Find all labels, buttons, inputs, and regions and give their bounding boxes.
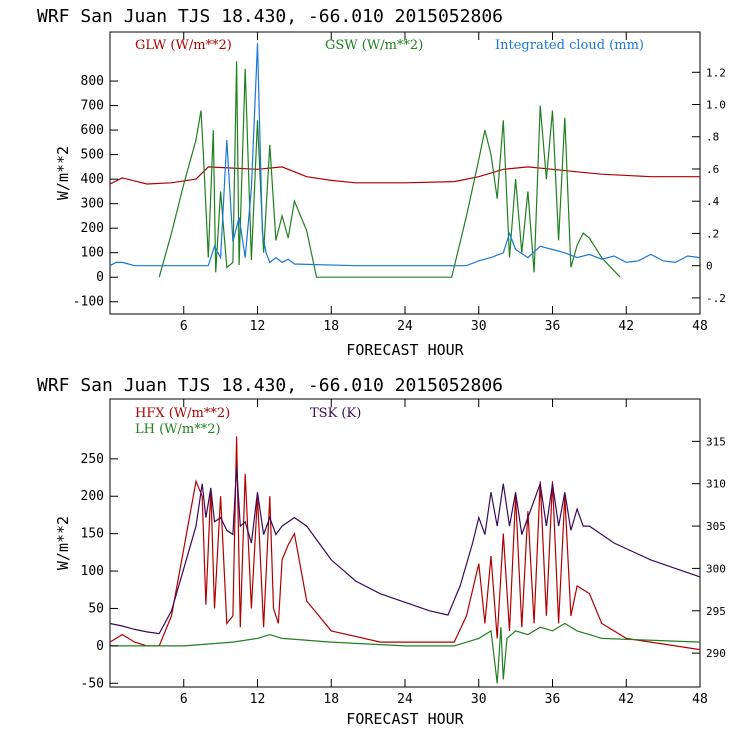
series-group <box>109 436 701 684</box>
y-axis-label: W/m**2 <box>54 146 72 200</box>
y2-tick-label: 290 <box>706 647 726 660</box>
x-tick-label: 42 <box>618 319 634 334</box>
y-tick-label: 200 <box>81 489 104 504</box>
x-tick-label: 48 <box>692 319 708 334</box>
x-axis-label: FORECAST HOUR <box>346 341 464 359</box>
y-tick-label: 400 <box>81 172 104 187</box>
series-group <box>109 43 701 278</box>
y-tick-label: 700 <box>81 99 104 114</box>
y2-tick-label: .4 <box>706 195 720 208</box>
y-tick-label: 800 <box>81 74 104 89</box>
x-axis-ticks: 6 12 18 24 30 36 42 48 <box>180 399 708 707</box>
y2-tick-label: .8 <box>706 131 719 144</box>
y2-tick-label: 295 <box>706 605 726 618</box>
legend-cloud: Integrated cloud (mm) <box>495 38 644 53</box>
y-axis-ticks: -50 0 50 100 150 200 250 <box>81 452 118 691</box>
y2-tick-label: 300 <box>706 562 726 575</box>
series-line-1 <box>109 166 700 185</box>
x-tick-label: 6 <box>180 692 188 707</box>
y-tick-label: 500 <box>81 148 104 163</box>
y2-tick-label: 315 <box>706 435 726 448</box>
legend-lh: LH (W/m**2) <box>135 422 221 437</box>
y2-tick-label: .6 <box>706 163 719 176</box>
x-tick-label: 18 <box>323 319 339 334</box>
legend-glw: GLW (W/m**2) <box>135 38 232 53</box>
y2-axis-ticks: 290 295 300 305 310 315 <box>692 435 726 660</box>
y-tick-label: 600 <box>81 123 104 138</box>
y-tick-label: -100 <box>73 295 104 310</box>
y-tick-label: 100 <box>81 564 104 579</box>
plot-frame <box>109 398 701 688</box>
series-line-3 <box>109 43 701 267</box>
y-tick-label: 150 <box>81 527 104 542</box>
y2-tick-label: 305 <box>706 520 726 533</box>
chart-title: WRF San Juan TJS 18.430, -66.010 2015052… <box>37 375 503 396</box>
y-axis-label: W/m**2 <box>54 516 72 570</box>
x-tick-label: 42 <box>618 692 634 707</box>
y-tick-label: 200 <box>81 221 104 236</box>
series-line-3 <box>109 466 701 635</box>
series-line-2 <box>110 622 701 684</box>
x-axis-ticks: 6 12 18 24 30 36 42 48 <box>180 32 708 334</box>
y2-tick-label: .2 <box>706 227 719 240</box>
x-tick-label: 36 <box>545 319 561 334</box>
y-tick-label: 300 <box>81 197 104 212</box>
x-tick-label: 30 <box>471 319 487 334</box>
x-axis-label: FORECAST HOUR <box>346 710 464 728</box>
x-tick-label: 30 <box>471 692 487 707</box>
x-tick-label: 48 <box>692 692 708 707</box>
legend-gsw: GSW (W/m**2) <box>325 38 423 53</box>
x-tick-label: 12 <box>250 319 266 334</box>
chart-bottom: WRF San Juan TJS 18.430, -66.010 2015052… <box>37 375 726 728</box>
x-tick-label: 18 <box>323 692 339 707</box>
y2-tick-label: 1.0 <box>706 99 726 112</box>
y-tick-label: 100 <box>81 246 104 261</box>
plot-frame <box>109 31 701 315</box>
x-tick-label: 6 <box>180 319 188 334</box>
x-tick-label: 12 <box>250 692 266 707</box>
y2-tick-label: 0 <box>706 260 713 273</box>
x-tick-label: 24 <box>397 692 413 707</box>
y-axis-ticks: -100 0 100 200 300 400 500 600 700 800 <box>73 74 118 310</box>
series-line-1 <box>109 436 701 651</box>
y-tick-label: 0 <box>96 270 104 285</box>
chart-title: WRF San Juan TJS 18.430, -66.010 2015052… <box>37 6 503 27</box>
y2-tick-label: 1.2 <box>706 66 726 79</box>
legend-tsk: TSK (K) <box>310 406 361 421</box>
x-tick-label: 24 <box>397 319 413 334</box>
x-tick-label: 36 <box>545 692 561 707</box>
y2-axis-ticks: -.2 0 .2 .4 .6 .8 1.0 1.2 <box>692 66 726 305</box>
y-tick-label: -50 <box>81 676 104 691</box>
legend-hfx: HFX (W/m**2) <box>135 406 230 421</box>
chart-top: WRF San Juan TJS 18.430, -66.010 2015052… <box>37 6 726 359</box>
y-tick-label: 0 <box>96 639 104 654</box>
y2-tick-label: 310 <box>706 478 726 491</box>
y2-tick-label: -.2 <box>706 292 726 305</box>
y-tick-label: 250 <box>81 452 104 467</box>
y-tick-label: 50 <box>88 601 104 616</box>
